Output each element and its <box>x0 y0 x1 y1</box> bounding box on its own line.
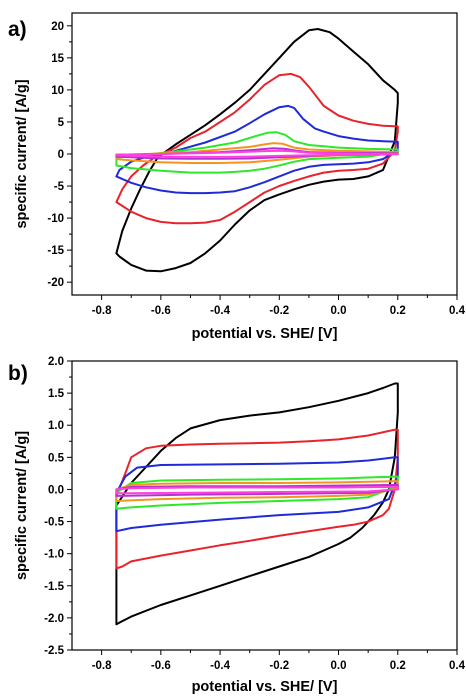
cv-curve-a-3 <box>115 104 399 195</box>
y-tick-label: 10 <box>51 85 64 97</box>
y-axis-a: -20 -15 -10 -5 0 5 10 15 20 <box>47 21 72 289</box>
x-axis-a: -0.8 -0.6 -0.4 -0.2 0.0 0.2 0.4 <box>92 295 466 317</box>
panel-label-a: a) <box>8 18 27 41</box>
curves-a <box>115 28 399 273</box>
x-tick-label: 0.2 <box>390 660 406 672</box>
panel-label-b: b) <box>8 362 28 385</box>
x-tick-label: 0.4 <box>449 660 466 672</box>
y-tick-label: -2.0 <box>44 613 64 625</box>
chart-panel-b: b) -0.8 -0.6 -0.4 -0.2 0.0 0.2 0.4 -2.5 -2.0 -1.… <box>8 356 466 695</box>
x-axis-title-a: potential vs. SHE/ [V] <box>192 326 338 342</box>
y-tick-label: 1.5 <box>48 388 65 400</box>
x-tick-label: -0.6 <box>151 660 171 672</box>
cv-curve-a-4 <box>115 131 399 174</box>
curves-b <box>115 382 399 626</box>
x-tick-label: 0.0 <box>331 660 347 672</box>
y-axis-title-a: specific current/ [A/g] <box>14 79 30 228</box>
cv-curve-b-1 <box>115 382 399 626</box>
x-tick-label: -0.4 <box>210 305 230 317</box>
y-axis-title-b: specific current/ [A/g] <box>14 431 30 580</box>
y-tick-label: -20 <box>47 277 64 289</box>
x-axis-title-b: potential vs. SHE/ [V] <box>192 679 338 695</box>
cv-curve-b-3 <box>115 456 399 533</box>
cv-curve-a-5 <box>115 142 399 164</box>
y-tick-label: 0 <box>58 149 64 161</box>
x-tick-label: 0.0 <box>331 305 347 317</box>
y-axis-b: -2.5 -2.0 -1.5 -1.0 -0.5 0.0 0.5 1.0 1.5 2.0 <box>44 356 72 657</box>
y-tick-label: 0.5 <box>48 452 65 464</box>
plot-frame-b <box>71 360 458 651</box>
y-tick-label: 0.0 <box>48 484 64 496</box>
x-tick-label: 0.2 <box>390 305 406 317</box>
cv-curve-a-2 <box>115 72 399 225</box>
x-tick-label: 0.4 <box>449 305 466 317</box>
x-tick-label: -0.8 <box>92 660 112 672</box>
x-axis-b: -0.8 -0.6 -0.4 -0.2 0.0 0.2 0.4 <box>92 650 466 672</box>
y-tick-label: -15 <box>47 245 64 257</box>
y-tick-label: -1.5 <box>44 581 64 593</box>
cv-curve-b-7 <box>115 485 399 495</box>
y-tick-label: -10 <box>47 213 64 225</box>
y-tick-label: 1.0 <box>48 420 64 432</box>
y-tick-label: 20 <box>51 21 64 33</box>
cv-curve-a-1 <box>115 28 399 273</box>
y-tick-label: 2.0 <box>48 356 64 368</box>
y-tick-label: -2.5 <box>44 645 64 657</box>
cv-curve-a-7 <box>115 149 399 158</box>
x-tick-label: -0.6 <box>151 305 171 317</box>
x-tick-label: -0.2 <box>269 305 289 317</box>
y-tick-label: 15 <box>51 53 64 65</box>
y-tick-label: -0.5 <box>44 517 64 529</box>
x-tick-label: -0.4 <box>210 660 230 672</box>
x-tick-label: -0.8 <box>92 305 112 317</box>
y-tick-label: 5 <box>58 117 65 129</box>
y-tick-label: -5 <box>54 181 65 193</box>
chart-panel-a: a) -0.8 -0.6 -0.4 -0.2 0.0 0.2 0.4 -20 -15 -10 -5… <box>8 12 466 342</box>
y-tick-label: -1.0 <box>44 549 64 561</box>
x-tick-label: -0.2 <box>269 660 289 672</box>
